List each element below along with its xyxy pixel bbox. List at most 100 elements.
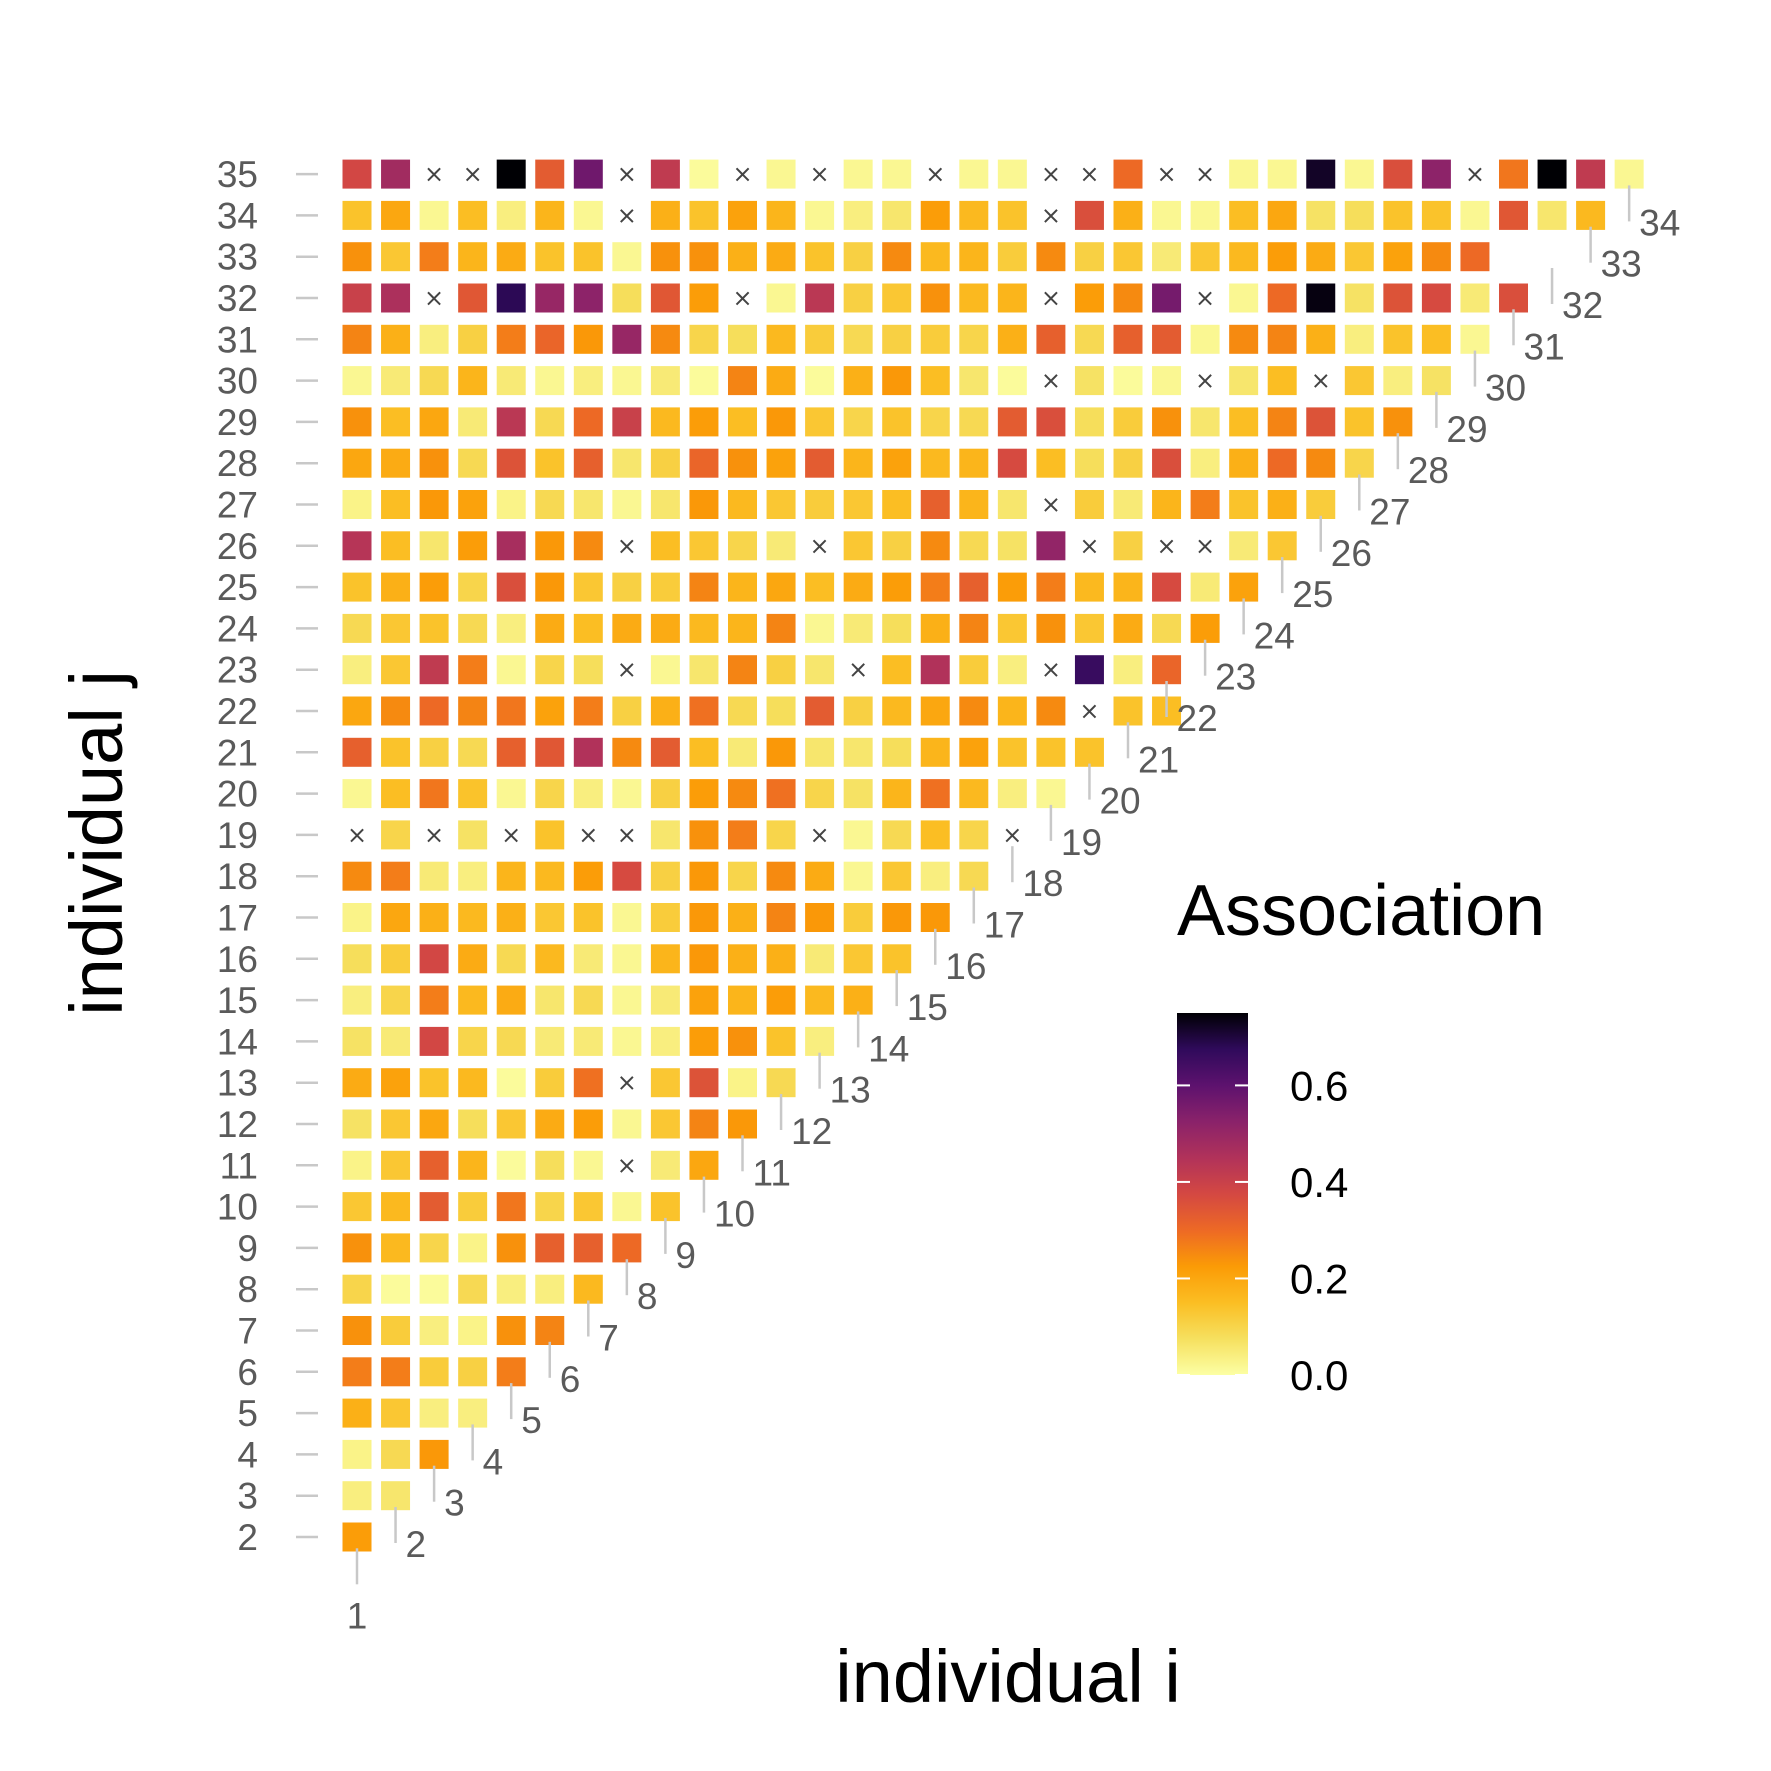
x-tick-label: 26	[1331, 533, 1372, 574]
x-tick-label: 24	[1254, 615, 1295, 656]
heatmap-cell	[342, 1481, 372, 1511]
y-tick-label: 27	[217, 485, 258, 526]
y-tick-label: 35	[217, 154, 258, 195]
heatmap-cell	[419, 531, 449, 561]
heatmap-cell	[458, 613, 488, 643]
x-tick-label: 9	[675, 1235, 696, 1276]
heatmap-cell	[381, 944, 411, 974]
x-axis-title: individual i	[835, 1635, 1181, 1718]
heatmap-cells: × × × × × × × × × × × × × × × × × × × × × × × × × × × × × × × × × × × × × × ×	[342, 159, 1644, 1552]
x-tick-label: 13	[830, 1070, 871, 1111]
heatmap-cell	[766, 1068, 796, 1098]
heatmap-cell	[342, 779, 372, 809]
heatmap-cell	[381, 1439, 411, 1469]
heatmap-cell	[959, 779, 989, 809]
heatmap-cell	[419, 1316, 449, 1345]
heatmap-cell	[535, 1109, 565, 1139]
heatmap-cell	[612, 366, 642, 396]
heatmap-cell	[920, 407, 950, 437]
heatmap-cell	[458, 200, 488, 230]
heatmap-cell	[766, 531, 796, 561]
missing-cell-marker: ×	[617, 1151, 637, 1179]
heatmap-cell	[1229, 159, 1259, 189]
heatmap-cell	[496, 655, 526, 685]
heatmap-cell	[573, 324, 603, 354]
heatmap-cell	[496, 696, 526, 726]
heatmap-cell	[766, 944, 796, 974]
heatmap-cell	[1229, 200, 1259, 230]
y-tick-label: 4	[237, 1434, 258, 1475]
heatmap-cell	[689, 861, 719, 891]
y-tick-label: 18	[217, 856, 258, 897]
heatmap-cell	[458, 737, 488, 767]
heatmap-cell	[612, 1192, 642, 1222]
legend: Association 0.0 0.2 0.4 0.6	[1177, 871, 1545, 1399]
x-tick-label: 17	[984, 905, 1025, 946]
heatmap-cell	[997, 283, 1027, 313]
heatmap-cell	[419, 737, 449, 767]
heatmap-cell	[612, 613, 642, 643]
heatmap-cell	[342, 242, 372, 272]
heatmap-cell	[612, 407, 642, 437]
heatmap-cell	[1383, 324, 1413, 354]
heatmap-cell	[650, 283, 680, 313]
heatmap-cell	[419, 490, 449, 519]
heatmap-cell	[766, 861, 796, 891]
y-tick-label: 11	[220, 1145, 258, 1186]
heatmap-cell	[689, 283, 719, 313]
heatmap-cell	[920, 366, 950, 396]
heatmap-cell	[1499, 200, 1528, 230]
heatmap-cell	[381, 1192, 411, 1222]
heatmap-cell	[612, 448, 642, 478]
heatmap-cell	[1074, 407, 1104, 437]
heatmap-cell	[766, 159, 796, 189]
heatmap-cell	[959, 861, 989, 891]
heatmap-cell	[535, 407, 565, 437]
heatmap-cell	[920, 737, 950, 767]
heatmap-cell	[612, 779, 642, 809]
legend-title: Association	[1177, 871, 1545, 951]
heatmap-cell	[997, 366, 1027, 396]
heatmap-cell	[535, 159, 565, 189]
heatmap-cell	[728, 820, 757, 850]
heatmap-cell	[612, 283, 642, 313]
heatmap-cell	[650, 944, 680, 974]
heatmap-cell	[689, 655, 719, 685]
heatmap-cell	[419, 242, 449, 272]
heatmap-cell	[959, 531, 989, 561]
heatmap-cell	[612, 985, 642, 1015]
heatmap-cell	[728, 696, 757, 726]
heatmap-cell	[650, 448, 680, 478]
heatmap-cell	[1152, 283, 1182, 313]
heatmap-cell	[419, 1233, 449, 1263]
heatmap-cell	[419, 200, 449, 230]
heatmap-cell	[419, 1026, 449, 1056]
y-tick-label: 24	[217, 608, 258, 649]
heatmap-cell	[650, 1026, 680, 1056]
heatmap-cell	[689, 531, 719, 561]
colorbar-tick-label: 0.2	[1290, 1255, 1348, 1302]
heatmap-cell	[1306, 242, 1336, 272]
heatmap-cell	[381, 820, 411, 850]
heatmap-cell	[419, 613, 449, 643]
heatmap-cell	[1074, 737, 1104, 767]
heatmap-cell	[612, 242, 642, 272]
heatmap-cell	[766, 324, 796, 354]
missing-cell-marker: ×	[1156, 532, 1176, 560]
heatmap-cell	[843, 366, 873, 396]
heatmap-cell	[766, 242, 796, 272]
missing-cell-marker: ×	[1041, 284, 1061, 312]
y-tick-label: 7	[237, 1311, 258, 1352]
heatmap-cell	[689, 490, 719, 519]
heatmap-cell	[1383, 366, 1413, 396]
heatmap-cell	[342, 1192, 372, 1222]
heatmap-cell	[458, 903, 488, 932]
heatmap-cell	[997, 655, 1027, 685]
missing-cell-marker: ×	[347, 821, 367, 849]
heatmap-cell	[1267, 242, 1297, 272]
heatmap-cell	[728, 407, 757, 437]
missing-cell-marker: ×	[1079, 532, 1099, 560]
heatmap-cell	[728, 1109, 757, 1139]
x-axis-ticks: 1234567891011121314151617181920212223242…	[347, 185, 1680, 1636]
heatmap-cell	[535, 903, 565, 932]
